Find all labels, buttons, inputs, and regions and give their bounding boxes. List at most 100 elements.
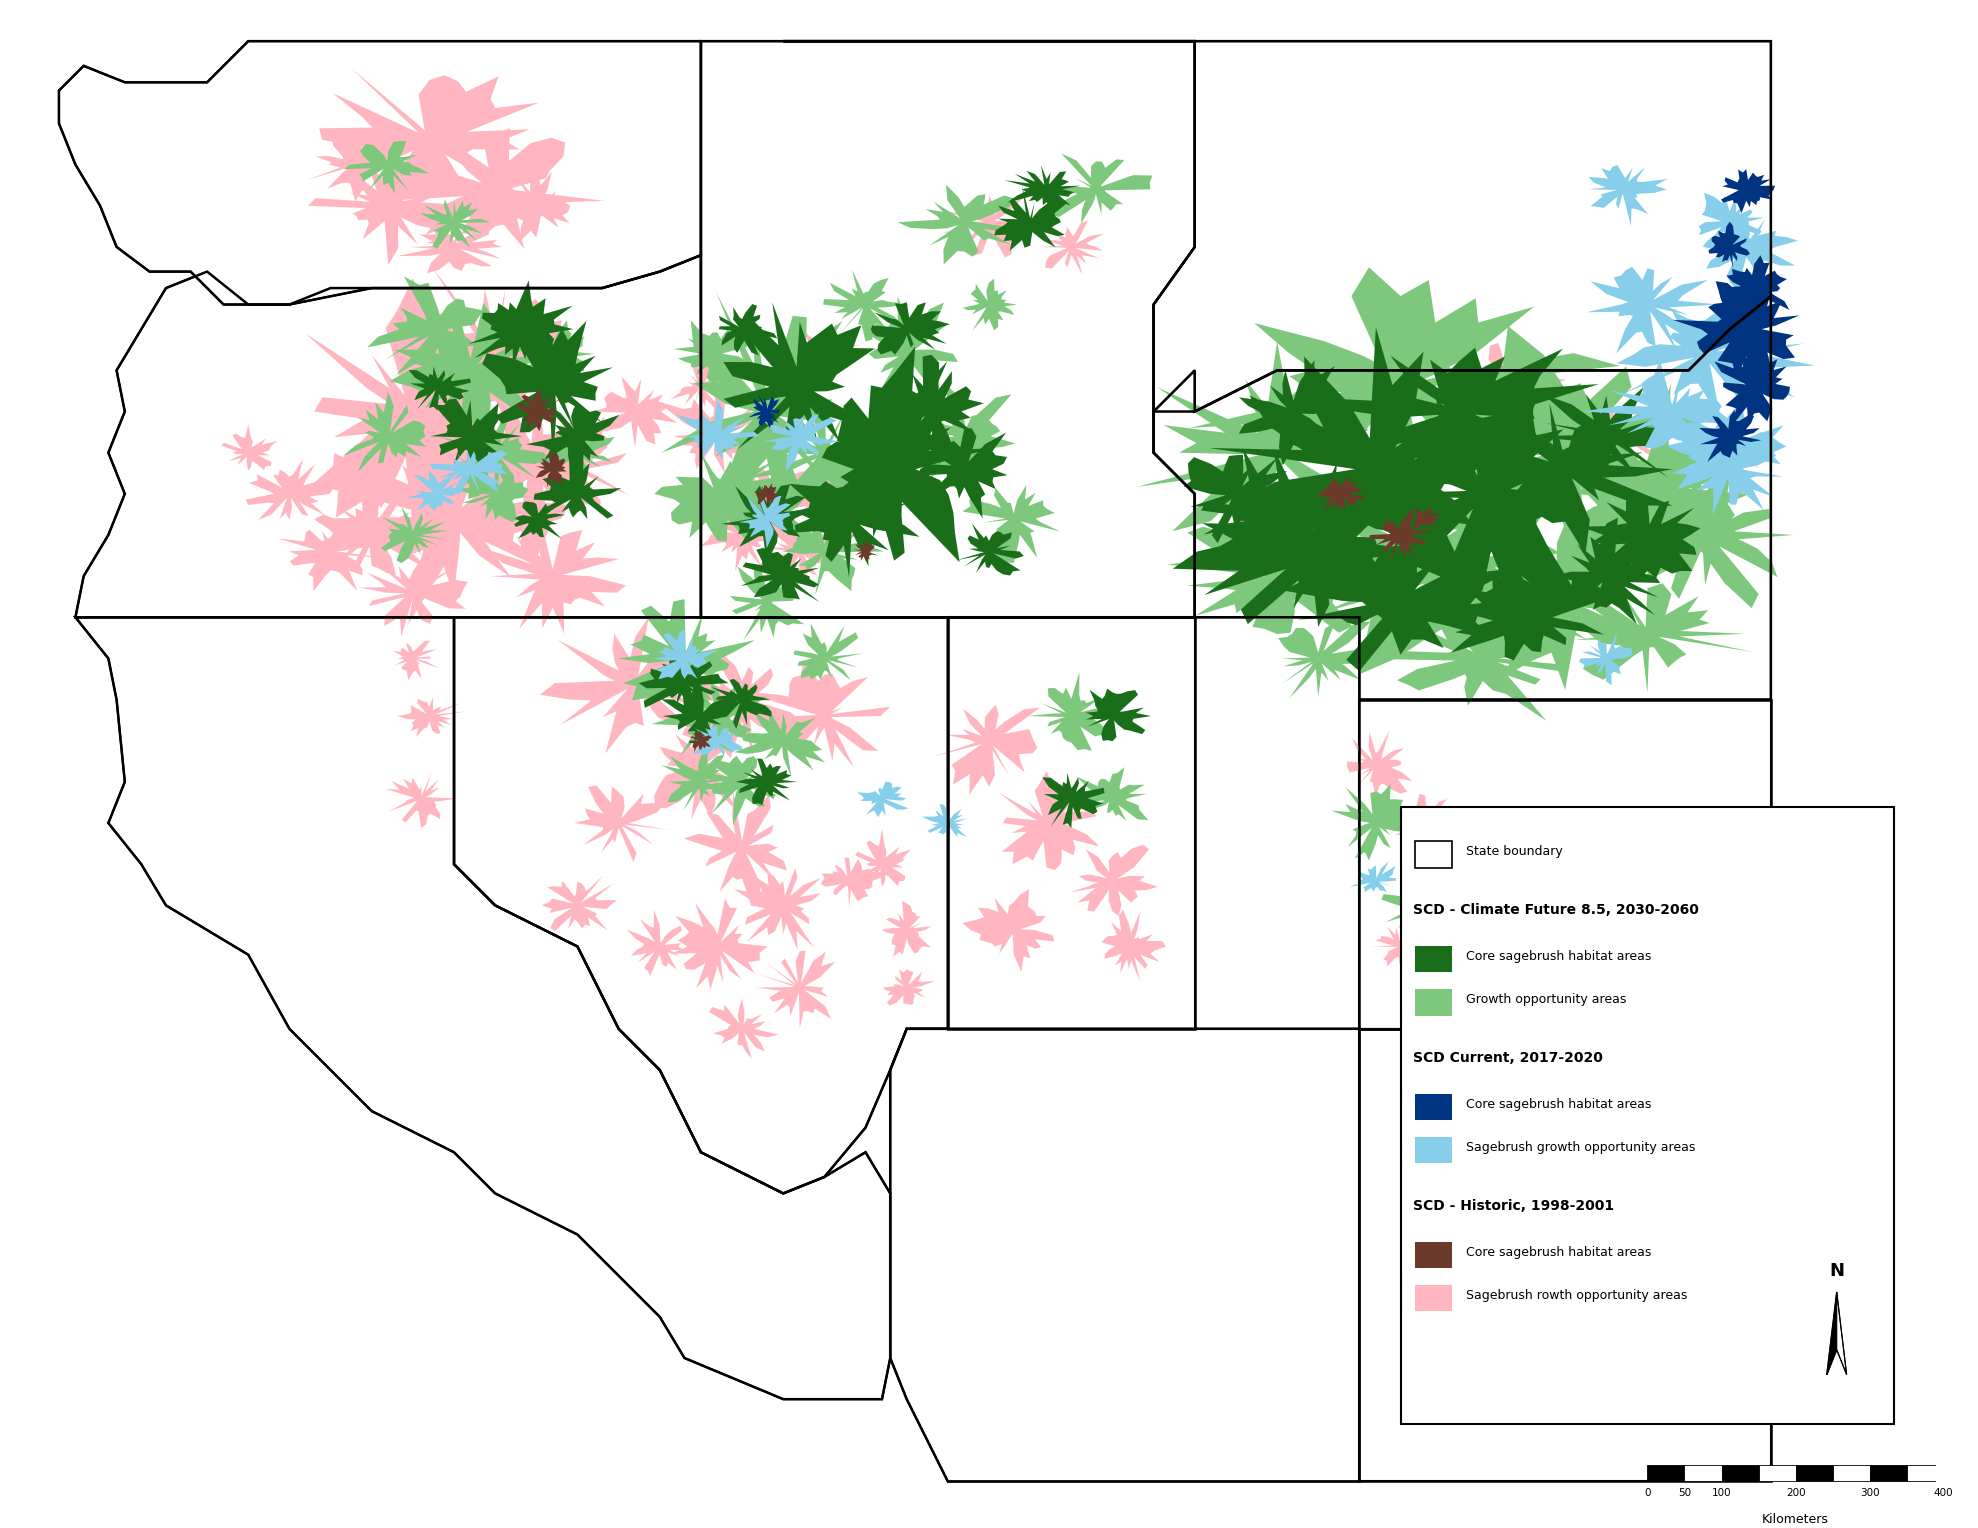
Polygon shape (1553, 518, 1660, 623)
Polygon shape (1596, 455, 1794, 608)
Polygon shape (922, 804, 967, 843)
Polygon shape (1369, 507, 1434, 564)
Polygon shape (674, 399, 760, 458)
Polygon shape (487, 170, 572, 241)
Polygon shape (617, 599, 756, 701)
Polygon shape (1086, 689, 1151, 741)
Polygon shape (856, 782, 908, 817)
Polygon shape (469, 280, 574, 368)
Polygon shape (386, 128, 605, 249)
Text: 0: 0 (1644, 1488, 1652, 1497)
Polygon shape (1284, 545, 1515, 671)
Polygon shape (1699, 410, 1760, 461)
Polygon shape (360, 558, 469, 637)
Polygon shape (419, 199, 491, 249)
Polygon shape (882, 969, 936, 1005)
Polygon shape (574, 785, 671, 862)
Polygon shape (1036, 220, 1104, 275)
Polygon shape (534, 463, 621, 520)
Text: Sagebrush rowth opportunity areas: Sagebrush rowth opportunity areas (1466, 1290, 1687, 1302)
Polygon shape (661, 293, 843, 527)
Polygon shape (963, 889, 1054, 972)
Polygon shape (789, 474, 920, 578)
Text: Sagebrush growth opportunity areas: Sagebrush growth opportunity areas (1466, 1141, 1695, 1154)
Polygon shape (1173, 448, 1438, 626)
Polygon shape (1201, 448, 1375, 579)
Polygon shape (1189, 267, 1620, 495)
Polygon shape (627, 909, 684, 976)
Text: State boundary: State boundary (1466, 845, 1563, 859)
Polygon shape (1034, 680, 1108, 744)
Polygon shape (740, 549, 821, 602)
Polygon shape (429, 449, 508, 495)
Polygon shape (730, 565, 805, 640)
Polygon shape (722, 309, 769, 348)
Polygon shape (1521, 440, 1604, 506)
Polygon shape (1381, 869, 1464, 932)
Polygon shape (307, 133, 407, 202)
Bar (1907, 1465, 1944, 1482)
Polygon shape (394, 267, 562, 423)
Polygon shape (1448, 516, 1667, 689)
Polygon shape (738, 495, 791, 549)
Polygon shape (764, 414, 841, 472)
Bar (1414, 1137, 1452, 1163)
Polygon shape (718, 304, 777, 356)
Polygon shape (1687, 428, 1784, 515)
Polygon shape (1703, 212, 1798, 290)
Polygon shape (853, 539, 878, 561)
Polygon shape (1102, 909, 1165, 981)
Polygon shape (898, 185, 1029, 264)
Polygon shape (1070, 845, 1157, 917)
Polygon shape (1588, 402, 1673, 472)
Polygon shape (661, 746, 746, 810)
Text: 100: 100 (1711, 1488, 1731, 1497)
Polygon shape (1371, 926, 1428, 969)
Polygon shape (1349, 862, 1396, 892)
Polygon shape (318, 69, 540, 208)
Polygon shape (1555, 384, 1749, 599)
Polygon shape (1027, 672, 1114, 750)
Polygon shape (1278, 620, 1379, 698)
Polygon shape (1527, 387, 1677, 478)
Polygon shape (655, 718, 756, 819)
Polygon shape (722, 484, 805, 562)
Polygon shape (882, 902, 932, 957)
Polygon shape (754, 483, 779, 506)
Polygon shape (245, 458, 334, 520)
Polygon shape (868, 296, 957, 420)
Polygon shape (1331, 784, 1418, 860)
Polygon shape (1434, 403, 1673, 555)
Polygon shape (315, 472, 445, 579)
Polygon shape (309, 159, 469, 264)
Text: N: N (1830, 1262, 1843, 1280)
Polygon shape (1580, 494, 1701, 582)
Polygon shape (536, 451, 566, 487)
Bar (1414, 842, 1452, 868)
Polygon shape (1721, 170, 1774, 212)
Text: SCD - Historic, 1998-2001: SCD - Historic, 1998-2001 (1412, 1198, 1614, 1213)
Polygon shape (771, 660, 890, 767)
Polygon shape (1396, 793, 1454, 851)
Text: 50: 50 (1677, 1488, 1691, 1497)
Polygon shape (534, 417, 615, 477)
Polygon shape (398, 226, 502, 274)
Bar (1414, 989, 1452, 1016)
Polygon shape (342, 391, 427, 472)
Polygon shape (318, 413, 570, 625)
Polygon shape (918, 428, 1007, 518)
Polygon shape (398, 697, 467, 736)
Text: 200: 200 (1786, 1488, 1806, 1497)
Polygon shape (1209, 327, 1521, 579)
Polygon shape (1167, 527, 1367, 634)
Polygon shape (756, 950, 835, 1028)
Polygon shape (1828, 1293, 1838, 1375)
Polygon shape (700, 41, 1195, 617)
Polygon shape (514, 501, 566, 539)
Polygon shape (1468, 342, 1567, 419)
Polygon shape (1667, 402, 1786, 497)
Polygon shape (708, 999, 779, 1059)
Polygon shape (908, 384, 1015, 483)
Text: Core sagebrush habitat areas: Core sagebrush habitat areas (1466, 1097, 1652, 1111)
Bar (1414, 1242, 1452, 1268)
